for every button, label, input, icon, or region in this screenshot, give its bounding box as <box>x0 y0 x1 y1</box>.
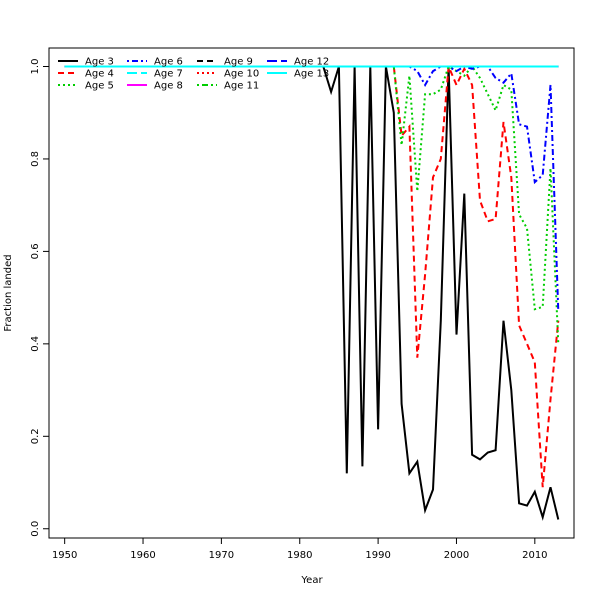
legend-label-age-7: Age 7 <box>154 69 183 80</box>
legend-label-age-3: Age 3 <box>85 57 114 68</box>
y-tick-label: 0.0 <box>30 521 41 537</box>
legend-label-age-13: Age 13 <box>294 69 329 80</box>
y-tick-label: 0.4 <box>30 336 41 352</box>
x-tick-label: 2000 <box>444 550 469 561</box>
x-tick-label: 1960 <box>130 550 155 561</box>
y-axis-title: Fraction landed <box>3 254 14 331</box>
x-axis-title: Year <box>300 575 323 586</box>
legend-label-age-9: Age 9 <box>224 57 253 68</box>
series-line-age-4 <box>64 65 560 488</box>
x-tick-label: 1970 <box>209 550 234 561</box>
legend-label-age-12: Age 12 <box>294 57 329 68</box>
legend-label-age-8: Age 8 <box>154 81 183 92</box>
x-tick-label: 1990 <box>365 550 390 561</box>
x-axis: 1950 1960 1970 1980 1990 2000 2010 <box>52 537 548 561</box>
y-axis: 0.0 0.2 0.4 0.6 0.8 1.0 <box>30 59 50 537</box>
series-line-age-5 <box>64 64 560 344</box>
legend-label-age-4: Age 4 <box>85 69 114 80</box>
series-layer <box>64 64 560 521</box>
legend-label-age-6: Age 6 <box>154 57 183 68</box>
y-tick-label: 0.2 <box>30 428 41 444</box>
y-tick-label: 0.8 <box>30 151 41 167</box>
y-tick-label: 1.0 <box>30 59 41 75</box>
x-tick-label: 1950 <box>52 550 77 561</box>
x-tick-label: 2010 <box>522 550 547 561</box>
y-tick-label: 0.6 <box>30 243 41 259</box>
legend-label-age-11: Age 11 <box>224 81 259 92</box>
series-line-age-3 <box>64 65 560 521</box>
x-tick-label: 1980 <box>287 550 312 561</box>
legend-label-age-10: Age 10 <box>224 69 259 80</box>
legend-label-age-5: Age 5 <box>85 81 114 92</box>
